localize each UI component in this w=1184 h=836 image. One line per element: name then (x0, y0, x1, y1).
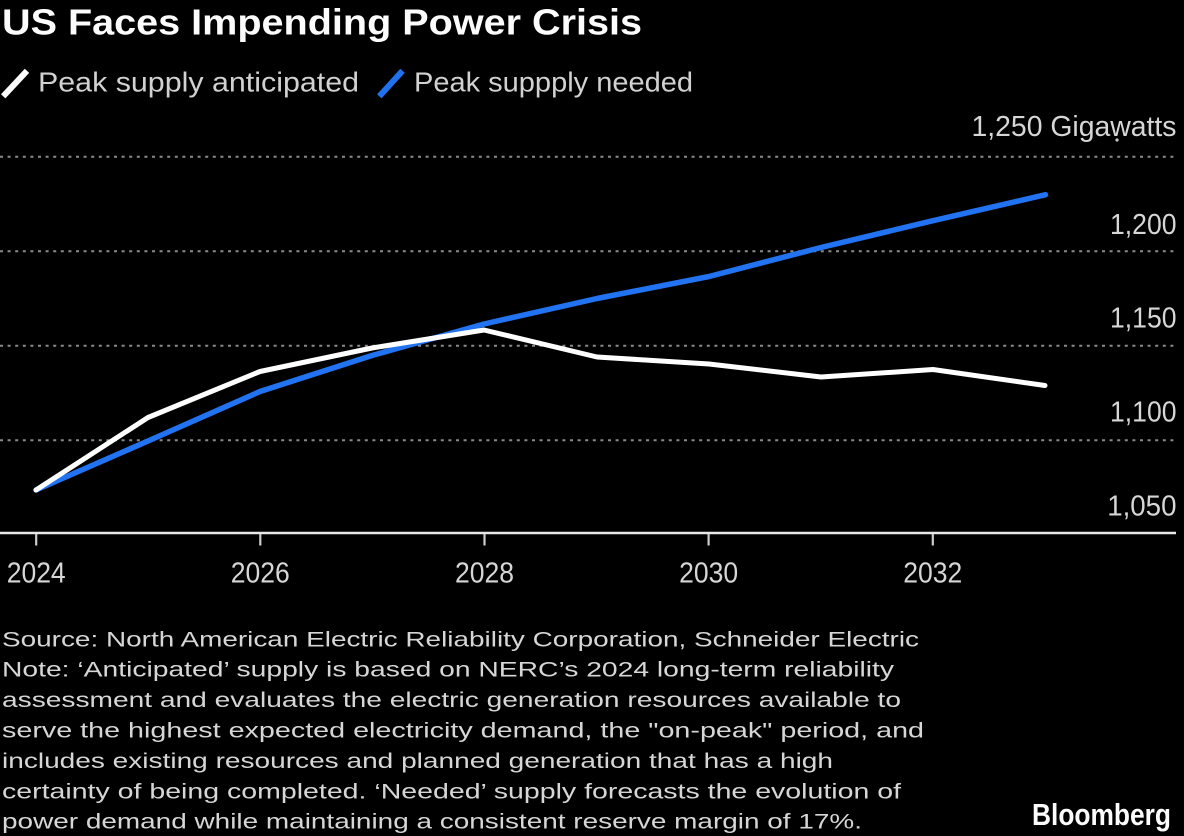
svg-text:Bloomberg: Bloomberg (1032, 797, 1171, 832)
svg-text:2026: 2026 (231, 558, 290, 590)
svg-text:serve the highest expected ele: serve the highest expected electricity d… (2, 720, 924, 743)
svg-text:1,200: 1,200 (1110, 209, 1177, 241)
svg-text:Peak suppply needed: Peak suppply needed (414, 67, 693, 98)
svg-text:includes existing resources an: includes existing resources and planned … (2, 750, 833, 773)
svg-text:Source: North American Electri: Source: North American Electric Reliabil… (2, 628, 919, 651)
svg-text:certainty of being completed.: certainty of being completed. ‘Needed’ s… (2, 780, 901, 803)
svg-text:assessment and evaluates the e: assessment and evaluates the electric ge… (2, 689, 901, 712)
svg-text:2028: 2028 (455, 558, 514, 590)
svg-text:1,150: 1,150 (1110, 303, 1177, 335)
svg-text:US Faces Impending Power Crisi: US Faces Impending Power Crisis (2, 2, 642, 43)
svg-text:1,050: 1,050 (1107, 490, 1176, 522)
svg-text:2024: 2024 (7, 558, 66, 590)
svg-text:2032: 2032 (903, 558, 962, 590)
svg-text:Note: ‘Anticipated’ supply is: Note: ‘Anticipated’ supply is based on N… (2, 659, 895, 682)
svg-text:power demand while maintaining: power demand while maintaining a consist… (2, 811, 862, 834)
svg-text:2030: 2030 (679, 558, 738, 590)
svg-text:1,100: 1,100 (1110, 396, 1177, 428)
svg-text:Peak supply anticipated: Peak supply anticipated (38, 67, 359, 98)
svg-text:1,250 Gigawatts: 1,250 Gigawatts (972, 111, 1177, 143)
